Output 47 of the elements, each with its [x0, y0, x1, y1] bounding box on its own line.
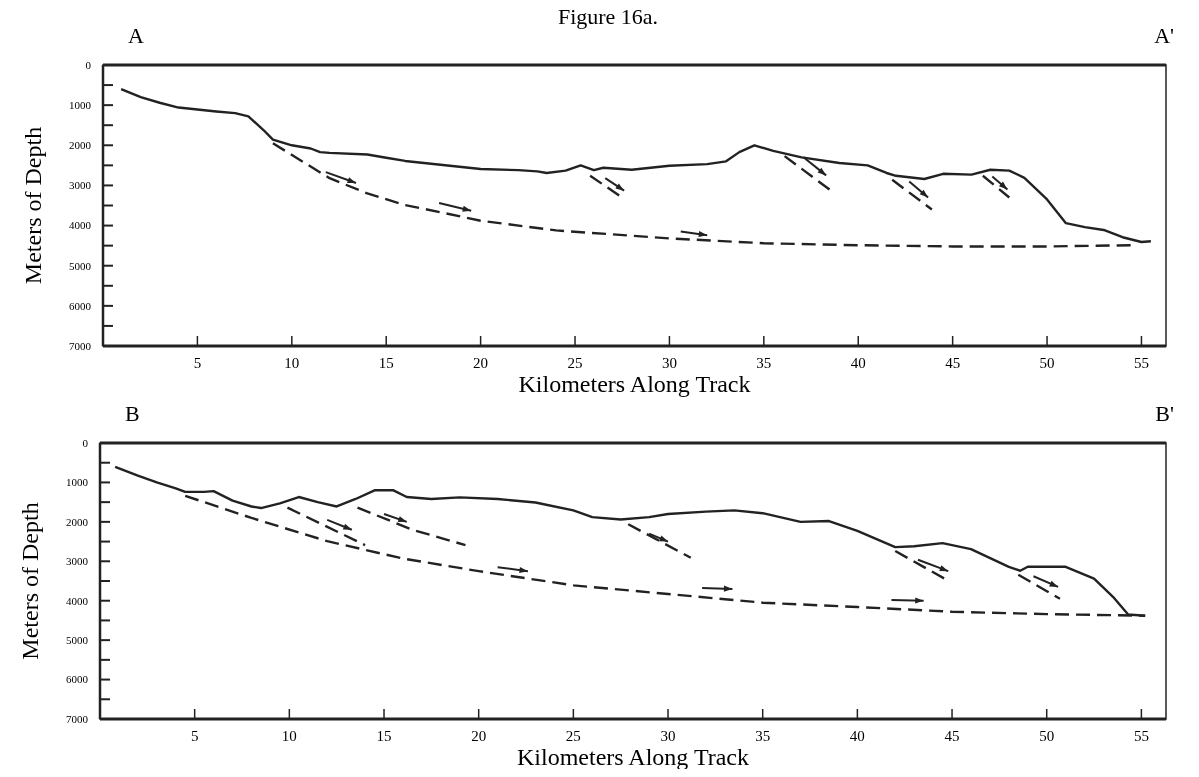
x-tick-label: 50 [1039, 355, 1055, 371]
x-tick-label: 20 [473, 355, 489, 371]
text: A' [1154, 23, 1175, 48]
text: B' [1155, 401, 1175, 426]
y-axis-title: Meters of Depth [17, 502, 43, 660]
y-tick-label: 1000 [69, 98, 92, 111]
y-tick-label: 6000 [66, 673, 89, 686]
chart-title: Figure 16a. [557, 4, 659, 29]
x-tick-label: 30 [661, 355, 677, 371]
x-tick-label: 25 [565, 728, 581, 744]
y-tick-label: 3000 [66, 555, 89, 568]
x-tick-label: 20 [471, 728, 487, 744]
y-tick-label: 1000 [66, 476, 89, 489]
x-tick-label: 35 [755, 728, 771, 744]
x-tick-label: 40 [849, 728, 865, 744]
y-tick-label: 2000 [66, 515, 89, 528]
y-tick-label: 0 [85, 58, 92, 71]
x-tick-label: 55 [1133, 728, 1149, 744]
text: B [125, 401, 140, 426]
x-tick-label: 55 [1133, 355, 1149, 371]
y-tick-label: 4000 [66, 594, 89, 607]
x-axis-title: Kilometers Along Track [518, 371, 751, 397]
x-tick-label: 30 [660, 728, 676, 744]
y-tick-label: 3000 [69, 179, 92, 192]
x-tick-label: 45 [945, 355, 961, 371]
x-tick-label: 10 [284, 355, 300, 371]
y-tick-label: 7000 [66, 712, 89, 725]
x-tick-label: 25 [567, 355, 583, 371]
y-tick-label: 5000 [66, 633, 89, 646]
y-axis-title: Meters of Depth [20, 126, 46, 285]
y-tick-label: 6000 [69, 299, 92, 312]
y-tick-label: 2000 [69, 139, 92, 152]
x-tick-label: 15 [376, 728, 392, 744]
x-tick-label: 15 [378, 355, 394, 371]
x-tick-label: 45 [944, 728, 960, 744]
text: A [128, 23, 144, 48]
y-tick-label: 5000 [69, 259, 92, 272]
y-tick-label: 0 [82, 436, 89, 449]
line-series [119, 87, 1153, 244]
x-tick-label: 40 [850, 355, 866, 371]
x-tick-label: 10 [281, 728, 297, 744]
x-tick-label: 5 [190, 728, 199, 744]
x-tick-label: 35 [756, 355, 772, 371]
x-tick-label: 50 [1039, 728, 1055, 744]
y-tick-label: 4000 [69, 219, 92, 232]
x-tick-label: 5 [193, 355, 202, 371]
y-tick-label: 7000 [69, 339, 92, 352]
